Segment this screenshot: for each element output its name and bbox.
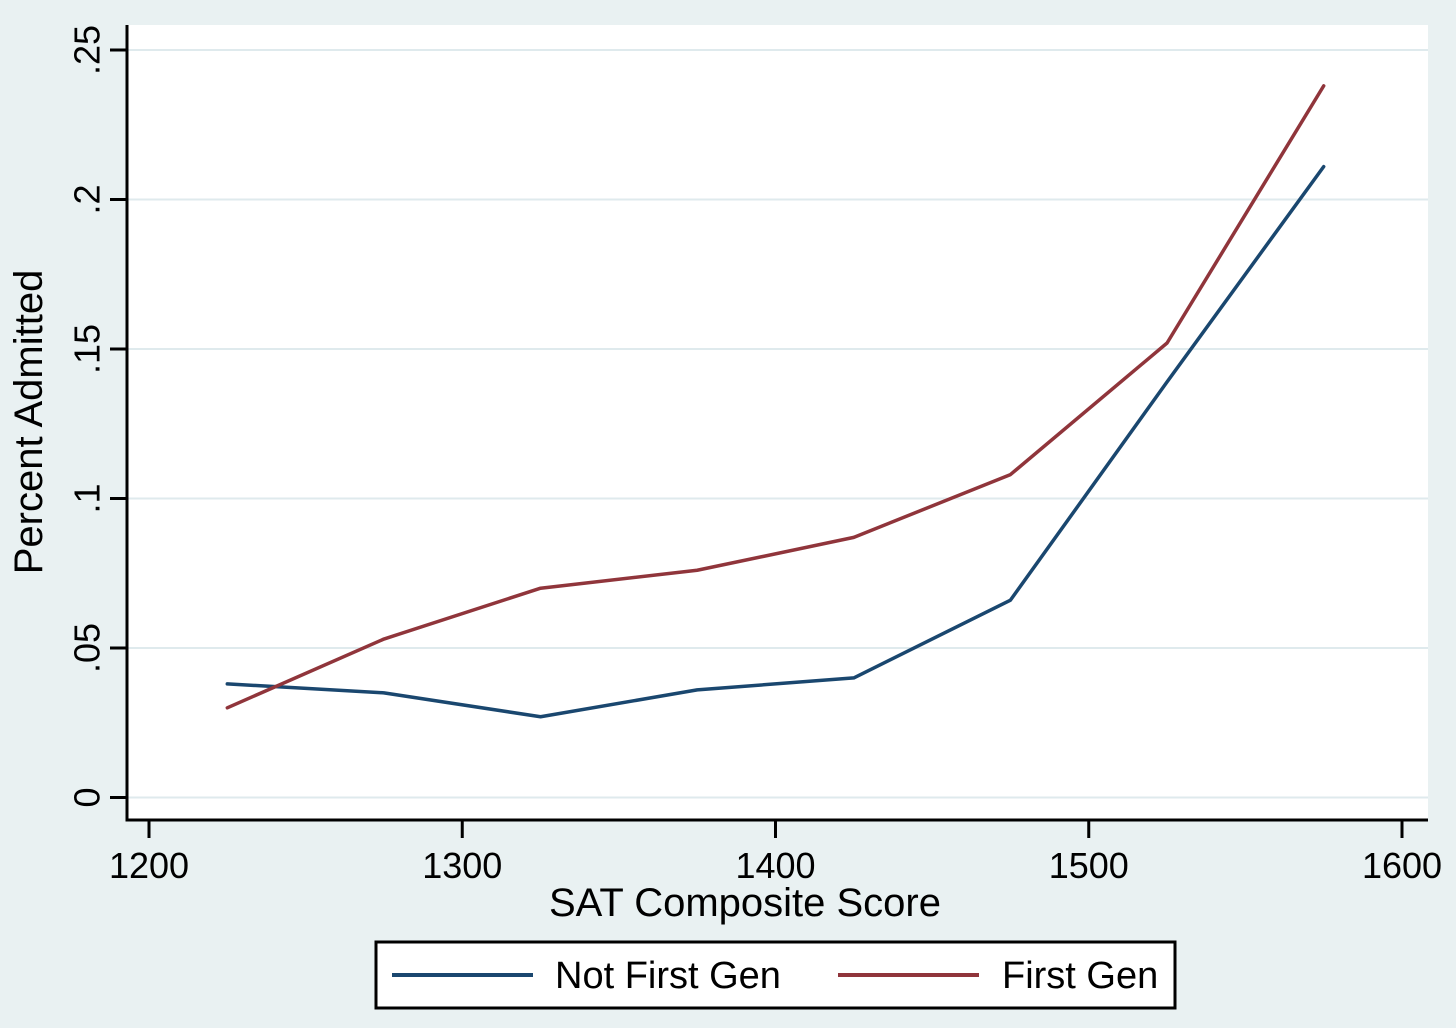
x-tick-label: 1500 <box>1049 845 1129 886</box>
x-axis-title: SAT Composite Score <box>549 881 941 925</box>
y-tick-label: .05 <box>67 623 108 673</box>
y-tick-label: 0 <box>67 787 108 807</box>
series-line-not-first-gen <box>225 164 1326 719</box>
x-tick-label: 1600 <box>1362 845 1442 886</box>
series-line-first-gen <box>225 84 1326 710</box>
x-tick-label: 1300 <box>422 845 502 886</box>
series-lines <box>225 84 1326 719</box>
y-tick-label: .1 <box>67 483 108 513</box>
legend: Not First Gen First Gen <box>374 940 1177 1010</box>
y-tick-label: .2 <box>67 184 108 214</box>
legend-label-first-gen: First Gen <box>1002 955 1158 997</box>
x-tick-label: 1400 <box>735 845 815 886</box>
legend-label-not-first-gen: Not First Gen <box>555 955 781 997</box>
plot-area <box>127 25 1428 820</box>
y-tick-label: .15 <box>67 324 108 374</box>
y-tick-label: .25 <box>67 25 108 75</box>
x-axis-ticks: 1200 1300 1400 1500 1600 <box>109 820 1442 886</box>
gridlines <box>127 49 1428 799</box>
y-axis-ticks: 0 .05 .1 .15 .2 .25 <box>67 25 127 808</box>
y-axis-title: Percent Admitted <box>7 270 51 575</box>
x-tick-label: 1200 <box>109 845 189 886</box>
